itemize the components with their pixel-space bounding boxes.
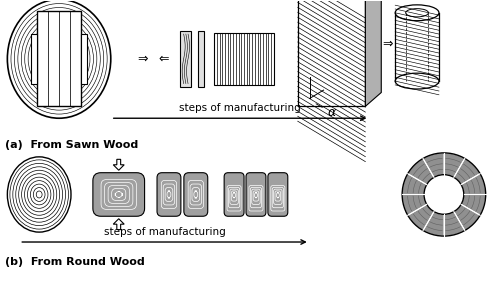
Wedge shape: [461, 195, 485, 215]
Bar: [81, 34, 87, 83]
FancyBboxPatch shape: [157, 173, 181, 216]
Wedge shape: [444, 153, 465, 177]
Wedge shape: [423, 212, 444, 236]
Bar: [298, 0, 366, 106]
Ellipse shape: [395, 73, 439, 89]
Bar: [395, 13, 439, 81]
Bar: [198, 31, 204, 87]
Wedge shape: [402, 174, 426, 195]
Bar: [214, 33, 274, 85]
Polygon shape: [114, 159, 124, 170]
Text: ⇒: ⇒: [138, 52, 148, 65]
Bar: [37, 11, 81, 106]
Bar: [395, 13, 439, 81]
Text: ⇐: ⇐: [158, 52, 168, 65]
Wedge shape: [402, 195, 426, 215]
Text: steps of manufacturing: steps of manufacturing: [179, 103, 301, 113]
Ellipse shape: [406, 9, 428, 17]
Polygon shape: [366, 0, 382, 106]
FancyBboxPatch shape: [184, 173, 208, 216]
Circle shape: [424, 175, 464, 214]
Ellipse shape: [395, 5, 439, 21]
Wedge shape: [454, 158, 480, 185]
FancyBboxPatch shape: [224, 173, 244, 216]
FancyBboxPatch shape: [93, 173, 144, 216]
Bar: [31, 34, 37, 83]
Wedge shape: [461, 174, 485, 195]
FancyBboxPatch shape: [246, 173, 266, 216]
Text: ⇒: ⇒: [382, 37, 392, 51]
Text: α: α: [316, 104, 336, 119]
Text: (a)  From Sawn Wood: (a) From Sawn Wood: [6, 140, 138, 150]
Polygon shape: [114, 219, 124, 230]
Bar: [180, 31, 192, 87]
Wedge shape: [423, 153, 444, 177]
Wedge shape: [408, 204, 434, 231]
Wedge shape: [454, 204, 480, 231]
FancyBboxPatch shape: [268, 173, 288, 216]
Wedge shape: [408, 158, 434, 185]
Text: (b)  From Round Wood: (b) From Round Wood: [6, 257, 145, 267]
Wedge shape: [444, 212, 465, 236]
Text: steps of manufacturing: steps of manufacturing: [104, 227, 226, 237]
